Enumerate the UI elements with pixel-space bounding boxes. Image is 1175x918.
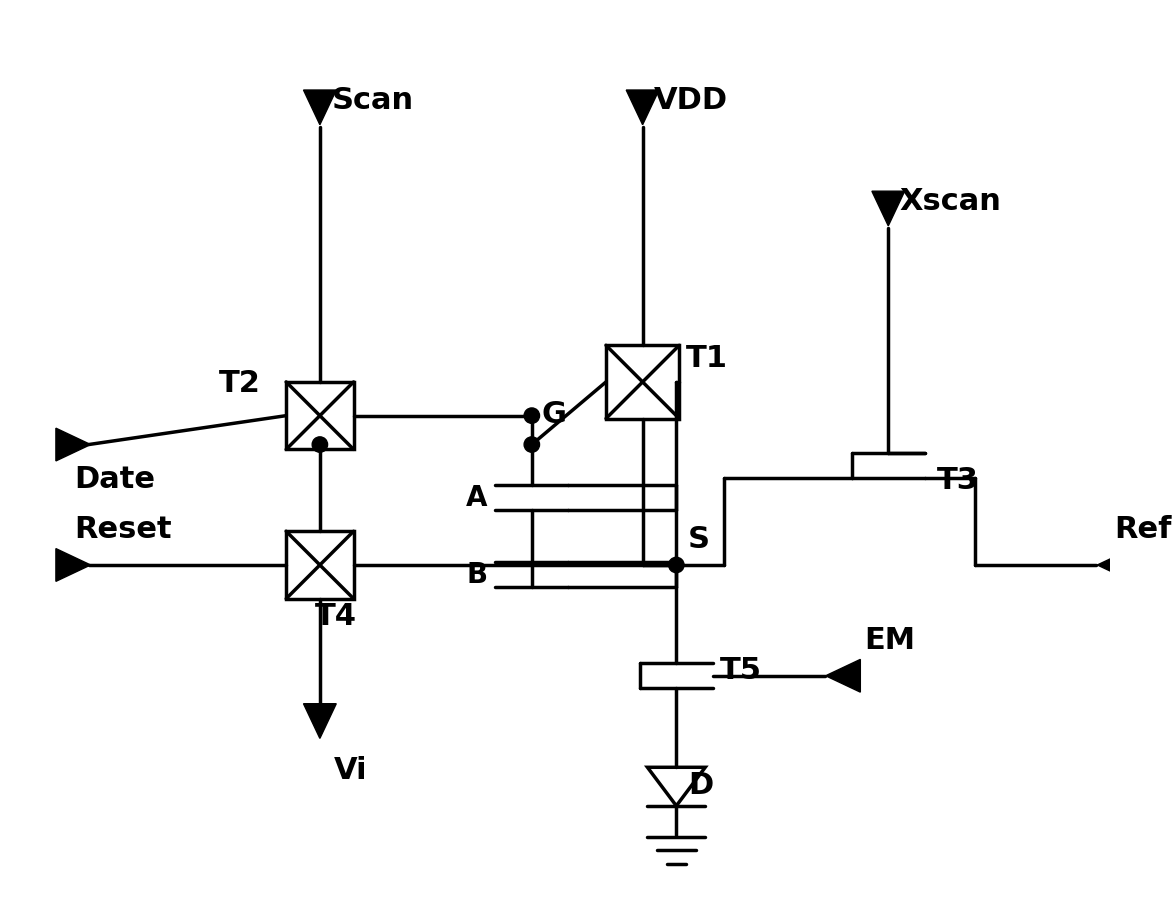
Text: T3: T3 — [936, 465, 979, 495]
Text: T1: T1 — [686, 344, 728, 374]
Text: B: B — [466, 561, 488, 588]
Text: G: G — [542, 400, 566, 430]
Text: T4: T4 — [315, 601, 357, 631]
Circle shape — [524, 408, 539, 423]
Polygon shape — [56, 428, 90, 461]
Polygon shape — [872, 191, 905, 226]
Polygon shape — [1097, 549, 1132, 581]
Text: Scan: Scan — [331, 86, 414, 116]
Text: Reset: Reset — [74, 515, 172, 544]
Circle shape — [669, 557, 684, 573]
Circle shape — [524, 437, 539, 453]
Text: Ref: Ref — [1115, 515, 1171, 544]
Polygon shape — [56, 549, 90, 581]
Text: A: A — [466, 484, 488, 511]
Bar — [287, 382, 354, 450]
Text: Vi: Vi — [335, 756, 368, 785]
Polygon shape — [626, 90, 659, 125]
Bar — [606, 345, 679, 419]
Bar — [287, 532, 354, 599]
Polygon shape — [826, 659, 860, 692]
Circle shape — [313, 437, 328, 453]
Text: Xscan: Xscan — [900, 187, 1002, 217]
Text: T2: T2 — [219, 368, 261, 397]
Polygon shape — [303, 704, 336, 738]
Text: S: S — [687, 524, 710, 554]
Text: EM: EM — [864, 626, 915, 655]
Text: Date: Date — [74, 465, 155, 494]
Text: D: D — [687, 771, 713, 800]
Text: VDD: VDD — [654, 86, 728, 116]
Polygon shape — [303, 90, 336, 125]
Text: T5: T5 — [719, 656, 761, 686]
